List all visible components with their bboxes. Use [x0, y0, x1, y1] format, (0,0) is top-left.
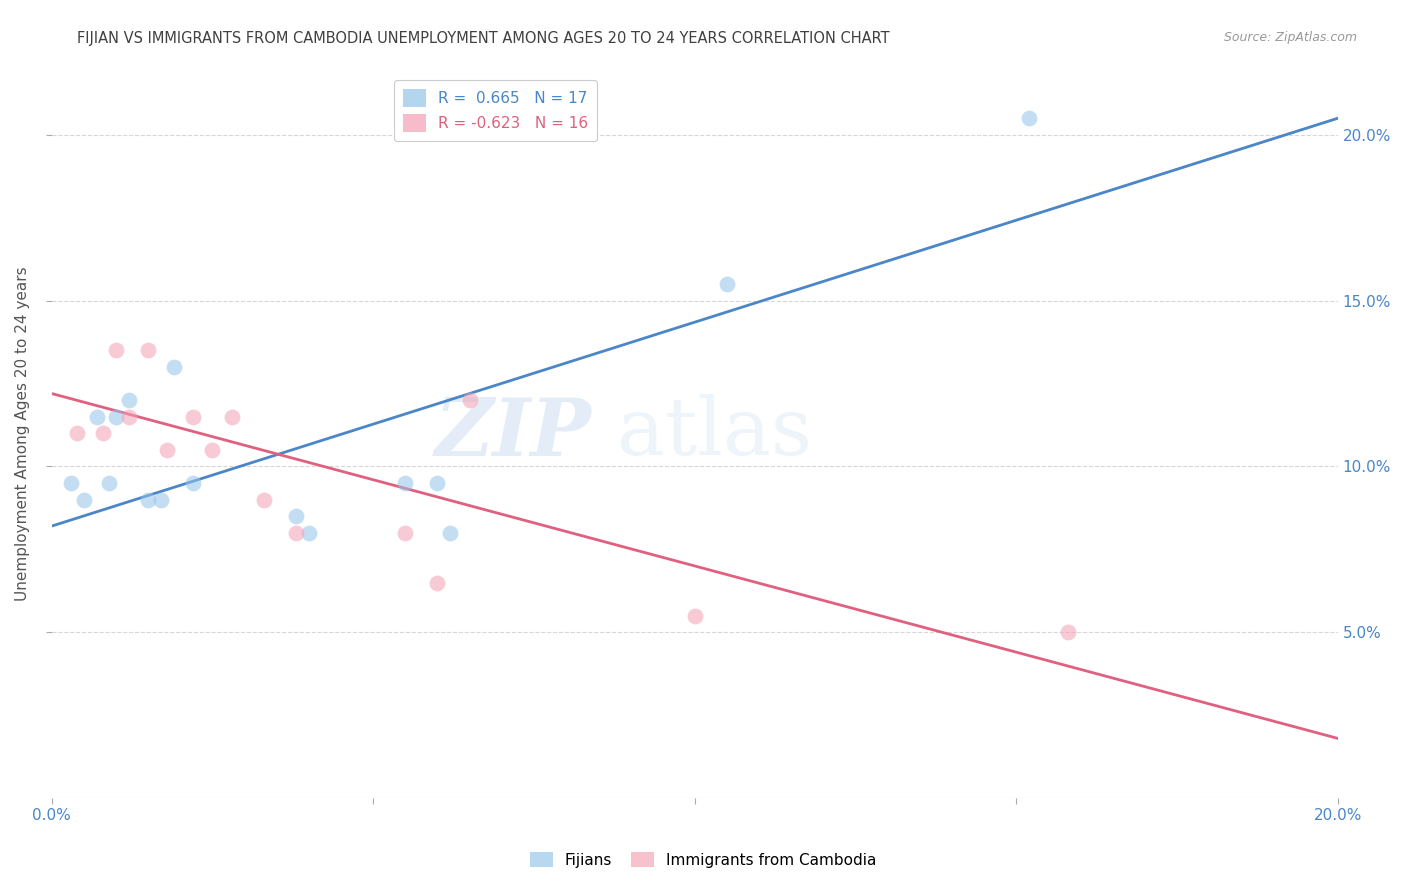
Point	[66, 426, 89, 441]
Point	[426, 575, 449, 590]
Point	[284, 509, 307, 524]
Point	[73, 492, 96, 507]
Point	[59, 476, 82, 491]
Y-axis label: Unemployment Among Ages 20 to 24 years: Unemployment Among Ages 20 to 24 years	[15, 266, 30, 600]
Point	[104, 343, 127, 358]
Text: ZIP: ZIP	[434, 394, 592, 472]
Point	[716, 277, 738, 291]
Point	[181, 476, 204, 491]
Point	[201, 442, 224, 457]
Point	[136, 343, 159, 358]
Legend: Fijians, Immigrants from Cambodia: Fijians, Immigrants from Cambodia	[523, 846, 883, 873]
Point	[683, 608, 706, 623]
Point	[458, 393, 481, 408]
Point	[118, 393, 141, 408]
Point	[1056, 625, 1078, 640]
Legend: R =  0.665   N = 17, R = -0.623   N = 16: R = 0.665 N = 17, R = -0.623 N = 16	[394, 79, 598, 141]
Point	[439, 525, 461, 540]
Point	[298, 525, 321, 540]
Point	[86, 409, 108, 424]
Point	[284, 525, 307, 540]
Point	[426, 476, 449, 491]
Point	[91, 426, 114, 441]
Point	[394, 525, 416, 540]
Point	[156, 442, 179, 457]
Text: FIJIAN VS IMMIGRANTS FROM CAMBODIA UNEMPLOYMENT AMONG AGES 20 TO 24 YEARS CORREL: FIJIAN VS IMMIGRANTS FROM CAMBODIA UNEMP…	[77, 31, 890, 46]
Point	[394, 476, 416, 491]
Text: atlas: atlas	[617, 394, 813, 472]
Text: Source: ZipAtlas.com: Source: ZipAtlas.com	[1223, 31, 1357, 45]
Point	[149, 492, 172, 507]
Point	[104, 409, 127, 424]
Point	[118, 409, 141, 424]
Point	[253, 492, 276, 507]
Point	[136, 492, 159, 507]
Point	[221, 409, 243, 424]
Point	[163, 359, 186, 374]
Point	[98, 476, 121, 491]
Point	[1018, 112, 1040, 126]
Point	[181, 409, 204, 424]
